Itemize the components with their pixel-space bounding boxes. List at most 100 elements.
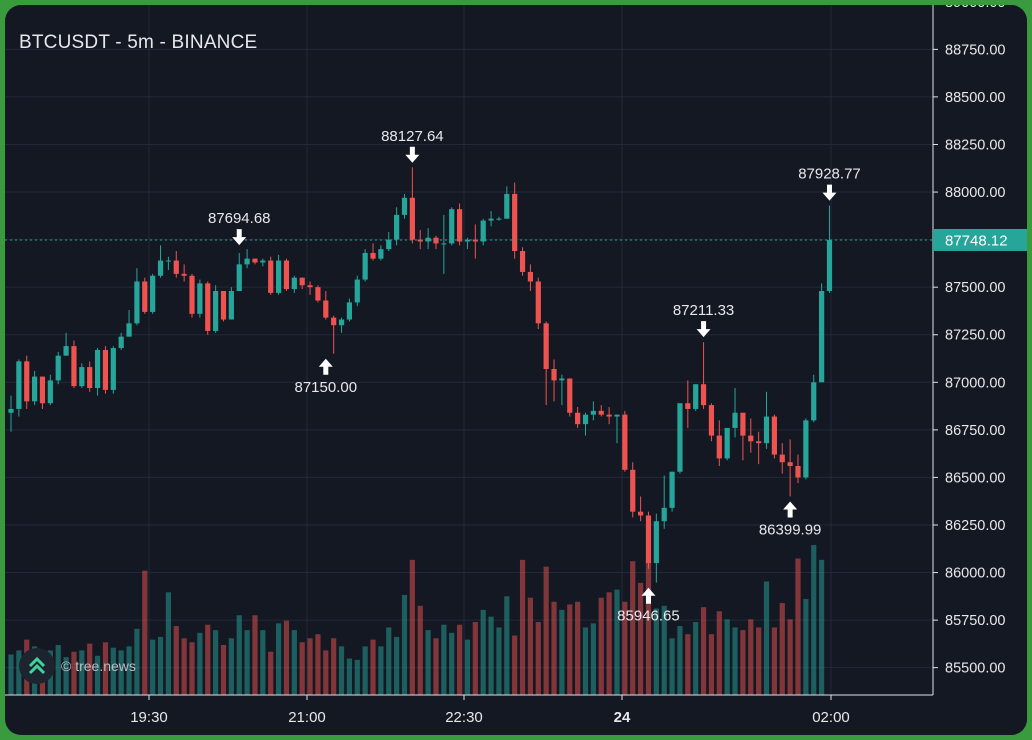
candle-body xyxy=(32,376,38,402)
candle-body xyxy=(378,249,384,259)
candle-body xyxy=(826,239,833,291)
volume-bar xyxy=(346,658,353,695)
volume-bar xyxy=(567,604,573,695)
candle xyxy=(386,232,392,252)
volume-bar xyxy=(732,627,738,695)
y-tick-label: 89000.00 xyxy=(945,5,1005,11)
annotation-label: 87928.77 xyxy=(798,166,861,183)
y-tick-label: 85750.00 xyxy=(945,613,1005,629)
candle-body xyxy=(142,281,148,312)
volume-bar xyxy=(244,630,250,695)
candle-body xyxy=(559,378,565,381)
last-price-badge-bg xyxy=(933,228,1027,251)
candle-body xyxy=(283,260,290,290)
volume-bar xyxy=(488,616,494,695)
candle-body xyxy=(165,260,171,262)
candle-body xyxy=(756,441,762,444)
candle-body xyxy=(598,410,604,415)
candle xyxy=(150,273,156,314)
volume-bar xyxy=(803,599,809,695)
volume-bar xyxy=(527,597,534,695)
volume-bar xyxy=(291,630,297,695)
candle-body xyxy=(433,237,439,244)
candle-body xyxy=(362,252,368,280)
y-tick-label: 87250.00 xyxy=(945,328,1005,344)
candle xyxy=(63,332,69,356)
volume-bar xyxy=(819,559,825,695)
chart-title: BTCUSDT - 5m - BINANCE xyxy=(19,32,258,53)
candle-body xyxy=(386,239,392,250)
volume-bar xyxy=(275,623,282,695)
candle-body xyxy=(134,281,140,324)
candlestick-chart[interactable]: 87694.68 87150.00 88127.64 87211.33 86399.99… xyxy=(5,5,1027,735)
volume-bar xyxy=(181,638,187,695)
volume-bar xyxy=(126,646,132,695)
candle xyxy=(362,249,368,282)
candle-body xyxy=(71,346,77,387)
volume-bar xyxy=(716,611,722,695)
candle-body xyxy=(291,277,297,290)
candle-body xyxy=(228,290,234,320)
candle-body xyxy=(449,209,455,244)
candle-body xyxy=(252,258,258,263)
candle xyxy=(409,167,415,244)
candle-body xyxy=(394,214,400,240)
volume-bar xyxy=(669,638,675,695)
candle-body xyxy=(55,355,61,381)
candle-body xyxy=(213,290,219,331)
candle-body xyxy=(47,380,53,404)
y-tick-label: 85500.00 xyxy=(945,661,1005,677)
candle-body xyxy=(708,405,715,436)
x-tick-label: 22:30 xyxy=(445,709,483,726)
candle xyxy=(157,245,164,278)
volume-bar xyxy=(94,655,101,695)
candle xyxy=(716,420,722,467)
candle xyxy=(464,237,471,250)
candle-body xyxy=(417,239,423,242)
candle-body xyxy=(488,218,494,221)
candle-body xyxy=(677,403,683,472)
annotation-label: 86399.99 xyxy=(759,521,822,538)
candle-body xyxy=(370,252,376,259)
chart-frame: 87694.68 87150.00 88127.64 87211.33 86399.99… xyxy=(5,5,1027,735)
volume-bar xyxy=(779,603,785,695)
candle xyxy=(693,384,699,411)
volume-bar xyxy=(354,659,360,695)
candle-body xyxy=(338,319,345,326)
volume-bar xyxy=(220,645,227,695)
volume-bar xyxy=(283,620,290,695)
volume-bar xyxy=(118,650,124,695)
candle-body xyxy=(150,275,156,312)
candle-body xyxy=(551,368,557,381)
volume-bar xyxy=(331,638,337,695)
candle xyxy=(677,403,683,474)
candle xyxy=(102,346,109,394)
volume-bar xyxy=(8,654,14,695)
arrow-up-icon xyxy=(783,501,798,518)
double-chevron-up-icon xyxy=(28,656,46,675)
candle xyxy=(173,251,179,278)
candle-body xyxy=(693,384,699,409)
candle xyxy=(740,412,746,461)
candle-body xyxy=(409,197,415,240)
candle xyxy=(94,348,101,396)
candle-body xyxy=(606,414,612,417)
volume-bar xyxy=(386,627,392,695)
candle xyxy=(8,395,14,432)
candle xyxy=(622,410,628,472)
candle xyxy=(756,431,762,465)
volume-bar xyxy=(102,642,109,695)
candle-body xyxy=(315,287,321,301)
candle xyxy=(71,340,77,389)
candle xyxy=(370,243,376,261)
volume-bar xyxy=(512,635,518,695)
candle-body xyxy=(527,271,534,282)
candle xyxy=(708,403,715,442)
candle xyxy=(803,418,809,480)
volume-bar xyxy=(606,592,612,695)
candle xyxy=(771,414,777,459)
candle-body xyxy=(519,251,526,272)
volume-bar xyxy=(394,636,400,695)
y-tick-label: 88250.00 xyxy=(945,137,1005,153)
volume-bar xyxy=(630,561,636,695)
